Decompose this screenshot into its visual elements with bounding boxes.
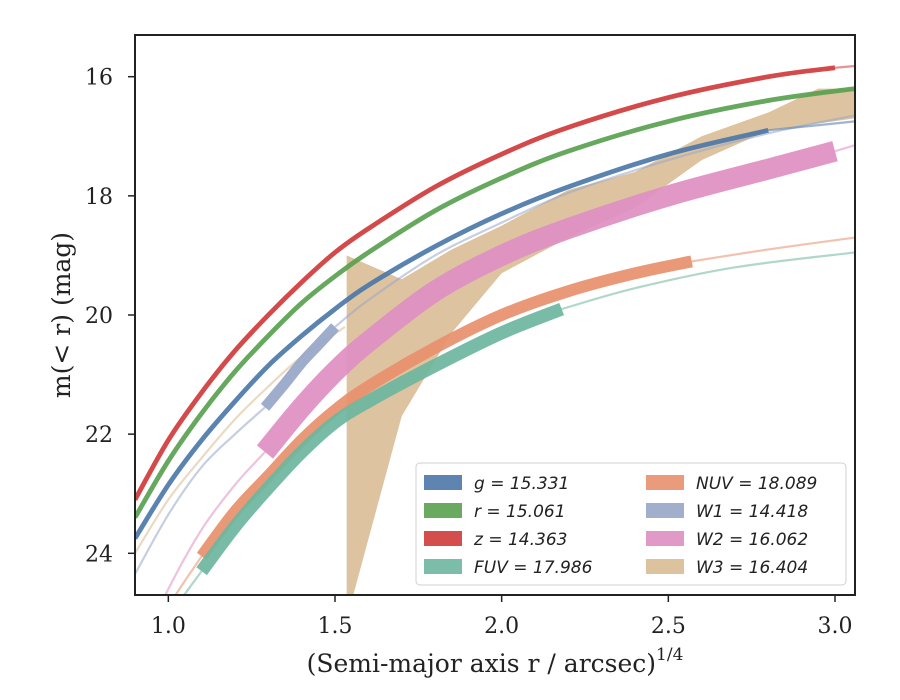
legend-label: W2 = 16.062	[696, 530, 808, 550]
series-g-band	[135, 127, 769, 540]
legend-item-w1: W1 = 14.418	[646, 502, 808, 522]
series-nuv-faint-line	[174, 555, 203, 595]
series-w2-band	[256, 141, 838, 459]
series-r	[135, 86, 855, 519]
x-axis-title: (Semi-major axis r / arcsec)1/4	[307, 645, 684, 678]
legend-label: W3 = 16.404	[696, 558, 808, 578]
legend-label: r = 15.061	[474, 502, 566, 522]
x-tick-label: 2.5	[651, 614, 686, 639]
legend-item-r: r = 15.061	[424, 502, 566, 522]
y-tick-label: 22	[85, 423, 113, 448]
legend-label: z = 14.363	[473, 530, 567, 550]
x-tick-label: 2.0	[484, 614, 519, 639]
series-nuv-faint-line	[691, 236, 855, 263]
series-fuv-faint-line	[182, 570, 203, 595]
legend-swatch	[424, 503, 462, 518]
legend-item-w3: W3 = 16.404	[646, 558, 808, 578]
series-z-faint-line	[834, 64, 855, 69]
series-z	[135, 64, 855, 501]
x-tick-label: 1.0	[151, 614, 186, 639]
x-axis: 1.0 1.5 2.0 2.5 3.0	[151, 595, 853, 639]
legend-swatch	[646, 531, 684, 546]
series-layer	[135, 64, 855, 595]
legend: g = 15.331 r = 15.061 z = 14.363 FUV = 17.9…	[415, 462, 847, 586]
legend-swatch	[646, 559, 684, 574]
series-w2-faint-line	[834, 144, 855, 153]
y-tick-label: 16	[85, 66, 113, 91]
legend-swatch	[646, 475, 684, 490]
series-fuv	[182, 251, 855, 595]
legend-item-w2: W2 = 16.062	[646, 530, 808, 550]
y-tick-label: 18	[85, 185, 113, 210]
legend-swatch	[424, 475, 462, 490]
series-fuv-band	[196, 302, 565, 576]
series-nuv	[174, 236, 855, 595]
legend-label: W1 = 14.418	[696, 502, 808, 522]
series-w3-band	[346, 88, 855, 595]
legend-item-nuv: NUV = 18.089	[646, 474, 817, 494]
legend-label: g = 15.331	[474, 474, 569, 494]
series-fuv-faint-line	[561, 251, 855, 311]
y-tick-label: 24	[85, 542, 113, 567]
series-w2-faint-line	[164, 451, 266, 595]
legend-label: NUV = 18.089	[696, 474, 817, 494]
series-g	[135, 120, 855, 540]
series-w2	[164, 141, 855, 595]
y-axis-title: m(< r) (mag)	[47, 232, 76, 398]
y-tick-label: 20	[85, 304, 113, 329]
legend-box	[415, 462, 847, 586]
legend-swatch	[424, 531, 462, 546]
y-axis: 16 18 20 22 24	[85, 66, 135, 567]
legend-swatch	[424, 559, 462, 574]
series-nuv-band	[196, 255, 693, 560]
legend-item-fuv: FUV = 17.986	[424, 558, 593, 578]
series-r-band	[135, 86, 855, 519]
series-g-faint-line	[768, 120, 855, 132]
series-w1-faint-line	[334, 114, 855, 328]
legend-item-z: z = 14.363	[424, 530, 567, 550]
x-tick-label: 1.5	[318, 614, 353, 639]
series-z-band	[135, 65, 836, 501]
legend-item-g: g = 15.331	[424, 474, 569, 494]
legend-swatch	[646, 503, 684, 518]
series-w1-faint-line	[135, 406, 266, 575]
series-w1-band	[260, 323, 339, 411]
series-w1	[135, 114, 855, 575]
legend-label: FUV = 17.986	[474, 558, 593, 578]
x-tick-label: 3.0	[818, 614, 853, 639]
